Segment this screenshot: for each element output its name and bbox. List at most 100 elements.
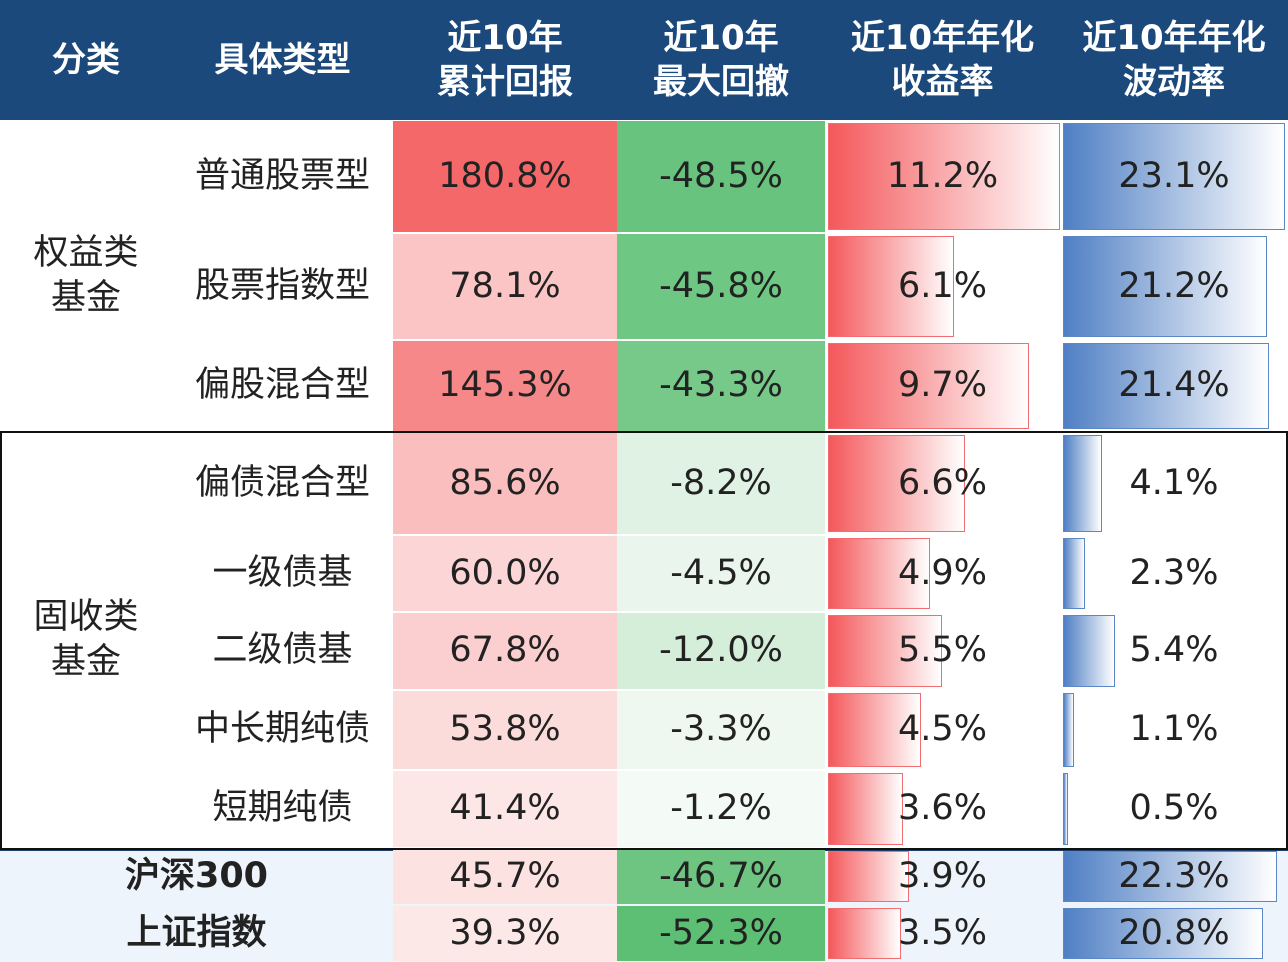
- header-line: 近10年: [447, 17, 563, 58]
- value-cell: -45.8%: [659, 265, 783, 306]
- data-bar: [1063, 908, 1263, 959]
- value-cell: -4.5%: [670, 552, 772, 593]
- value-cell: 9.7%: [898, 365, 987, 406]
- header-bg: [0, 0, 1288, 120]
- value-cell: 1.1%: [1129, 709, 1219, 750]
- value-cell: 6.1%: [898, 265, 987, 306]
- value-cell: 20.8%: [1118, 912, 1230, 953]
- value-cell: 5.5%: [898, 630, 987, 671]
- value-cell: -12.0%: [659, 630, 783, 671]
- value-cell: -46.7%: [659, 855, 783, 896]
- heat-cell: [617, 234, 825, 339]
- heat-cell: [617, 121, 825, 232]
- data-bar: [1063, 123, 1285, 230]
- header-cell: 近10年年化 收益率: [825, 0, 1060, 120]
- value-cell: 60.0%: [449, 552, 561, 593]
- heat-cell: [617, 433, 825, 534]
- data-bar: [828, 343, 1029, 429]
- benchmark-name: 上证指数: [126, 912, 267, 953]
- header-cell: 近10年 累计回报: [393, 0, 617, 120]
- value-cell: 21.2%: [1118, 265, 1230, 306]
- value-cell: -43.3%: [659, 365, 783, 406]
- data-bar: [1063, 538, 1086, 609]
- value-cell: 4.9%: [898, 552, 987, 593]
- header-line: 累计回报: [437, 62, 573, 102]
- heat-cell: [393, 341, 617, 431]
- group-label-line: 固收类: [33, 596, 139, 637]
- header-cell: 分类: [0, 0, 172, 120]
- heat-cell: [393, 771, 617, 847]
- header-line: 近10年: [663, 17, 779, 58]
- data-bar: [1063, 773, 1068, 845]
- group-label-line: 基金: [50, 278, 121, 318]
- value-cell: 4.5%: [898, 709, 987, 750]
- fund-type: 中长期纯债: [194, 709, 370, 750]
- fund-type: 股票指数型: [194, 265, 370, 306]
- header-line: 收益率: [891, 62, 994, 102]
- heat-cell: [617, 849, 825, 904]
- heat-cell: [617, 906, 825, 961]
- heat-cell: [393, 433, 617, 534]
- value-cell: 78.1%: [449, 265, 561, 306]
- data-bar: [1063, 693, 1074, 767]
- value-cell: -3.3%: [670, 709, 772, 750]
- fund-type: 普通股票型: [194, 155, 370, 196]
- header-line: 分类: [52, 39, 120, 80]
- heat-cell: [393, 613, 617, 689]
- fund-type: 一级债基: [212, 552, 353, 593]
- value-cell: 85.6%: [449, 462, 561, 503]
- value-cell: 22.3%: [1118, 855, 1230, 896]
- group-label: 固收类 基金: [0, 432, 172, 848]
- header-cell: 近10年年化 波动率: [1060, 0, 1288, 120]
- value-cell: -1.2%: [670, 788, 772, 829]
- data-bar: [828, 851, 909, 902]
- value-cell: 4.1%: [1129, 462, 1219, 503]
- heat-cell: [393, 691, 617, 769]
- benchmark-name: 沪深300: [124, 855, 269, 896]
- data-bar: [1063, 343, 1269, 429]
- value-cell: 41.4%: [449, 788, 561, 829]
- value-cell: 0.5%: [1129, 788, 1219, 829]
- header-line: 具体类型: [214, 39, 351, 80]
- header-cell: 近10年 最大回撤: [617, 0, 825, 120]
- data-bar: [1063, 851, 1278, 902]
- data-bar: [1063, 615, 1115, 687]
- data-bar: [828, 615, 942, 687]
- heat-cell: [393, 234, 617, 339]
- value-cell: -8.2%: [670, 462, 772, 503]
- header-cell: 具体类型: [172, 0, 393, 120]
- header-line: 最大回撤: [653, 62, 789, 102]
- value-cell: 53.8%: [449, 709, 561, 750]
- group-label-line: 基金: [50, 642, 121, 682]
- fixed-income-box: [0, 431, 1288, 850]
- heat-cell: [393, 906, 617, 961]
- heat-cell: [617, 613, 825, 689]
- value-cell: 145.3%: [438, 365, 572, 406]
- header-line: 近10年年化: [850, 17, 1035, 58]
- group-label: 权益类 基金: [0, 120, 172, 432]
- value-cell: 3.5%: [898, 912, 987, 953]
- value-cell: 45.7%: [449, 855, 561, 896]
- heat-cell: [393, 849, 617, 904]
- value-cell: 2.3%: [1129, 552, 1219, 593]
- value-cell: 6.6%: [898, 462, 987, 503]
- data-bar: [828, 435, 965, 532]
- value-cell: 21.4%: [1118, 365, 1230, 406]
- value-cell: 11.2%: [886, 155, 999, 196]
- value-cell: 39.3%: [449, 912, 561, 953]
- data-bar: [828, 693, 922, 767]
- value-cell: 23.1%: [1118, 155, 1230, 196]
- fund-type: 偏债混合型: [194, 462, 370, 503]
- heat-cell: [617, 341, 825, 431]
- heat-cell: [393, 121, 617, 232]
- value-cell: -52.3%: [659, 912, 783, 953]
- data-bar: [828, 538, 930, 609]
- fund-type: 短期纯债: [212, 788, 353, 829]
- value-cell: 5.4%: [1129, 630, 1219, 671]
- data-bar: [828, 236, 955, 337]
- data-bar: [1063, 236, 1267, 337]
- group-label-line: 权益类: [33, 232, 139, 273]
- value-cell: 180.8%: [438, 155, 572, 196]
- heat-cell: [617, 691, 825, 769]
